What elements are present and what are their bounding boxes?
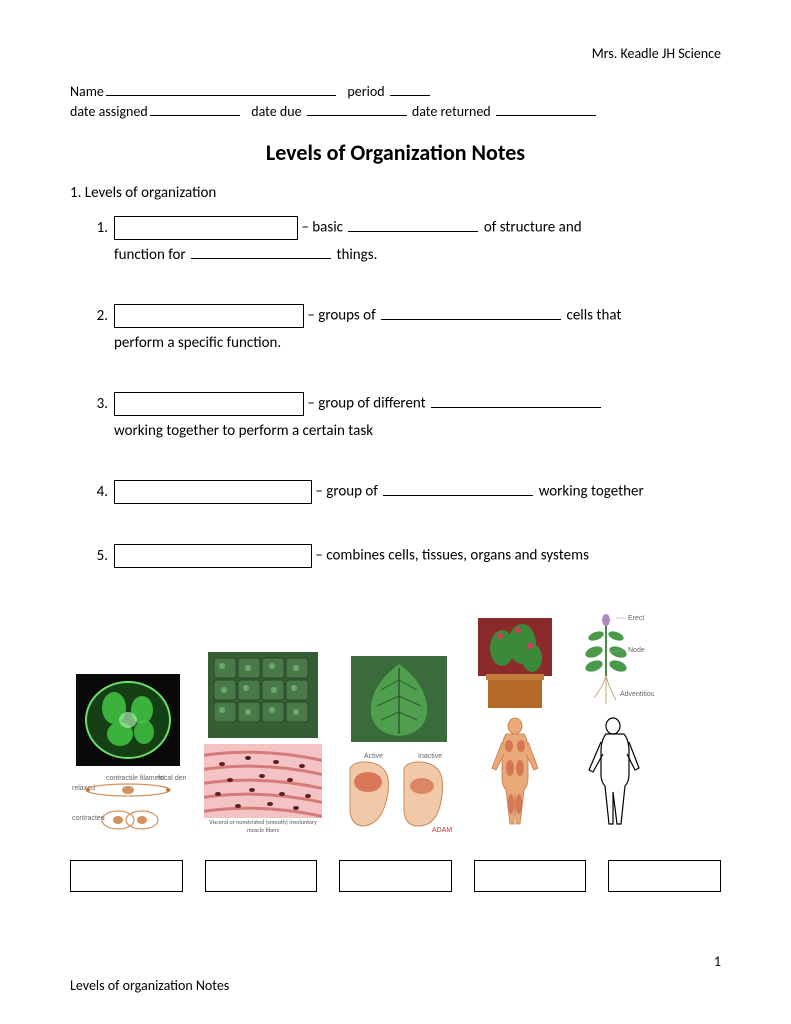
period-label: period — [347, 83, 384, 100]
footer-text: Levels of organization Notes — [70, 977, 229, 994]
answer-box[interactable] — [114, 216, 298, 240]
date-returned-label: date returned — [412, 103, 491, 120]
svg-text:Active: Active — [364, 753, 383, 760]
date-due-label: date due — [251, 103, 301, 120]
page-title: Levels of Organization Notes — [70, 139, 721, 166]
svg-text:contracted: contracted — [72, 815, 105, 822]
plant-tissue-image — [208, 652, 318, 738]
assigned-blank[interactable] — [150, 115, 240, 116]
label-box-4[interactable] — [474, 860, 587, 892]
item-number: 2. — [70, 304, 114, 352]
returned-blank[interactable] — [496, 115, 596, 116]
date-assigned-label: date assigned — [70, 103, 148, 120]
label-box-5[interactable] — [608, 860, 721, 892]
cell-plant-image — [76, 674, 180, 766]
item-text-b: cells that — [566, 307, 621, 325]
label-box-2[interactable] — [205, 860, 318, 892]
item-body: – combines cells, tissues, organs and sy… — [114, 544, 721, 568]
header-teacher: Mrs. Keadle JH Science — [70, 45, 721, 62]
muscle-tissue-caption: Visceral or nonstriated (smooth) involun… — [204, 818, 322, 834]
section-heading: 1. Levels of organization — [70, 184, 721, 202]
svg-text:Inactive: Inactive — [418, 753, 442, 760]
fill-blank[interactable] — [431, 407, 601, 408]
fill-blank[interactable] — [383, 495, 533, 496]
answer-box[interactable] — [114, 544, 312, 568]
svg-text:ADAM: ADAM — [432, 827, 452, 834]
meta-line-2: date assigned date due date returned — [70, 102, 721, 122]
name-blank[interactable] — [106, 95, 336, 96]
body-muscles-image — [476, 714, 554, 834]
period-blank[interactable] — [390, 95, 430, 96]
item-body: – groups of cells that perform a specific… — [114, 304, 721, 352]
label-boxes-row — [70, 860, 721, 892]
item-number: 1. — [70, 216, 114, 264]
image-grid: relaxed contractile filament focal densi… — [70, 608, 721, 834]
meta-line-1: Name period — [70, 82, 721, 102]
item-text-a: – combines cells, tissues, organs and sy… — [315, 547, 589, 565]
item-number: 3. — [70, 392, 114, 440]
item-body: – basic of structure and function for thi… — [114, 216, 721, 264]
fill-blank[interactable] — [348, 231, 478, 232]
item-body: – group of different working together to… — [114, 392, 721, 440]
svg-text:Adventitious roots: Adventitious roots — [620, 691, 654, 698]
answer-box[interactable] — [114, 480, 312, 504]
name-label: Name — [70, 83, 104, 100]
item-line2-a: working together to perform a certain ta… — [114, 422, 373, 440]
item-line2-b: things. — [336, 246, 377, 264]
label-box-3[interactable] — [339, 860, 452, 892]
due-blank[interactable] — [307, 115, 407, 116]
svg-text:contractile filament: contractile filament — [106, 775, 164, 782]
mint-plant-image: Erect Node Adventitious roots — [572, 608, 654, 708]
fill-blank[interactable] — [381, 319, 561, 320]
item-text-b: working together — [539, 483, 644, 501]
leaf-image — [351, 656, 447, 742]
svg-text:relaxed: relaxed — [72, 785, 95, 792]
item-text-a: – group of different — [307, 395, 425, 413]
page-number: 1 — [714, 953, 721, 970]
item-text-a: – groups of — [307, 307, 375, 325]
arm-muscle-image: Active Inactive ADAM — [340, 748, 458, 834]
item-text-b: of structure and — [484, 219, 582, 237]
item-4: 4. – group of working together — [70, 480, 721, 504]
item-3: 3. – group of different working together… — [70, 392, 721, 440]
item-body: – group of working together — [114, 480, 721, 504]
potted-plant-image — [478, 618, 552, 708]
item-1: 1. – basic of structure and function for … — [70, 216, 721, 264]
item-line2-a: perform a specific function. — [114, 334, 281, 352]
item-text-a: – group of — [315, 483, 377, 501]
item-number: 4. — [70, 480, 114, 504]
svg-text:Erect: Erect — [628, 615, 644, 622]
body-outline-image — [581, 714, 645, 834]
item-text-a: – basic — [301, 219, 343, 237]
answer-box[interactable] — [114, 304, 304, 328]
answer-box[interactable] — [114, 392, 304, 416]
muscle-tissue-image: Visceral or nonstriated (smooth) involun… — [204, 744, 322, 834]
item-2: 2. – groups of cells that perform a speci… — [70, 304, 721, 352]
item-line2-a: function for — [114, 246, 186, 264]
muscle-cell-diagram: relaxed contractile filament focal densi… — [70, 772, 186, 834]
fill-blank[interactable] — [191, 258, 331, 259]
svg-text:Node: Node — [628, 647, 645, 654]
label-box-1[interactable] — [70, 860, 183, 892]
svg-text:focal density: focal density — [158, 775, 186, 782]
item-5: 5. – combines cells, tissues, organs and… — [70, 544, 721, 568]
item-number: 5. — [70, 544, 114, 568]
